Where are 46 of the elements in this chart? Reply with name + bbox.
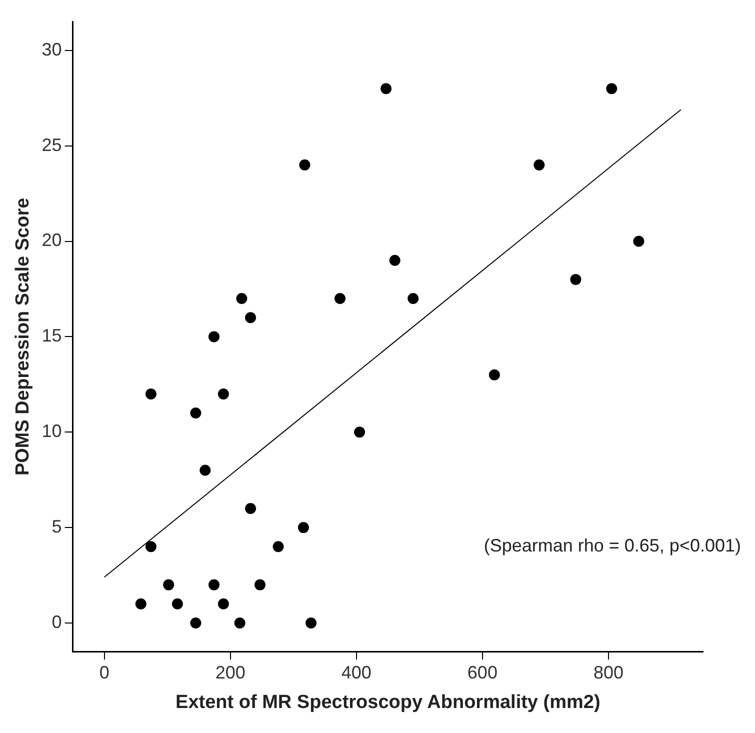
point bbox=[236, 293, 248, 304]
y-tick-label: 10 bbox=[42, 421, 62, 442]
point bbox=[606, 83, 618, 94]
y-tick-label: 25 bbox=[42, 134, 62, 155]
y-axis-title: POMS Depression Scale Score bbox=[12, 198, 34, 476]
point bbox=[380, 83, 392, 94]
point bbox=[408, 293, 419, 304]
point bbox=[298, 522, 309, 534]
x-tick-label: 400 bbox=[341, 662, 372, 682]
point bbox=[135, 598, 146, 610]
annotation: (Spearman rho = 0.65, p<0.001) bbox=[484, 536, 741, 556]
x-axis-title: Extent of MR Spectroscopy Abnormality (mm2) bbox=[176, 692, 600, 713]
point bbox=[488, 369, 500, 380]
point bbox=[190, 408, 202, 419]
point bbox=[299, 159, 310, 170]
point bbox=[172, 598, 183, 610]
point bbox=[245, 312, 256, 324]
point bbox=[145, 541, 156, 552]
x-tick-label: 800 bbox=[593, 662, 624, 682]
point bbox=[354, 426, 366, 438]
point bbox=[306, 617, 317, 628]
point bbox=[208, 331, 220, 342]
point bbox=[245, 502, 256, 514]
x-tick-label: 600 bbox=[467, 662, 498, 682]
point bbox=[534, 159, 545, 170]
y-tick-label: 15 bbox=[42, 326, 62, 346]
point bbox=[145, 388, 156, 400]
point bbox=[254, 579, 266, 590]
x-tick-label: 0 bbox=[99, 662, 110, 682]
point bbox=[234, 617, 246, 628]
point bbox=[633, 236, 644, 247]
point bbox=[163, 579, 174, 590]
point bbox=[208, 579, 220, 590]
point bbox=[218, 598, 229, 610]
y-tick-label: 5 bbox=[52, 516, 62, 537]
y-tick-label: 0 bbox=[52, 612, 62, 632]
point bbox=[218, 388, 229, 400]
point bbox=[200, 464, 211, 476]
point bbox=[272, 541, 284, 552]
y-tick-label: 20 bbox=[42, 230, 62, 250]
x-tick-label: 200 bbox=[215, 662, 246, 682]
point bbox=[334, 293, 346, 304]
point bbox=[190, 617, 202, 628]
y-tick-label: 30 bbox=[42, 39, 62, 60]
point bbox=[389, 254, 400, 266]
point bbox=[570, 274, 582, 285]
